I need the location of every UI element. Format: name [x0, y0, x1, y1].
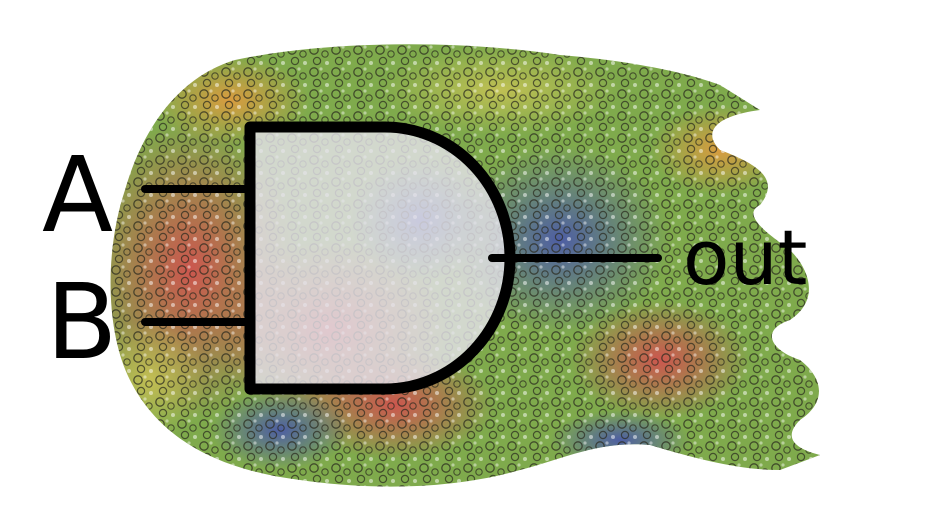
and-gate-body	[244, 121, 516, 395]
input-a-label: A	[42, 134, 114, 256]
input-b-label: B	[46, 261, 118, 383]
output-label: out	[683, 213, 808, 302]
